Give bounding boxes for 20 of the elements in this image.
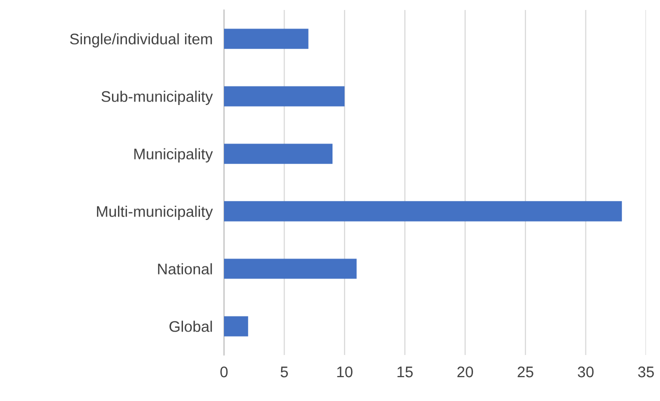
x-tick-label: 20 xyxy=(457,366,474,378)
bar xyxy=(224,86,345,106)
y-tick-label: Municipality xyxy=(134,148,213,162)
y-tick-label: National xyxy=(158,263,212,274)
bar xyxy=(224,28,308,49)
bar xyxy=(224,316,248,336)
y-tick-label: Multi-municipality xyxy=(96,206,213,220)
x-tick-label: 5 xyxy=(280,366,288,378)
y-tick-label: Global xyxy=(170,320,212,332)
bar xyxy=(224,258,357,279)
y-tick-label: Sub-municipality xyxy=(102,90,213,105)
y-tick-label: Single/individual item xyxy=(70,33,212,48)
x-tick-label: 35 xyxy=(638,366,654,378)
bar xyxy=(224,201,622,222)
x-tick-label: 30 xyxy=(578,366,594,378)
x-tick-label: 25 xyxy=(518,366,534,378)
x-tick-label: 10 xyxy=(337,366,352,378)
x-tick-label: 15 xyxy=(398,366,413,378)
bar xyxy=(224,144,333,164)
x-tick-label: 0 xyxy=(220,366,228,378)
